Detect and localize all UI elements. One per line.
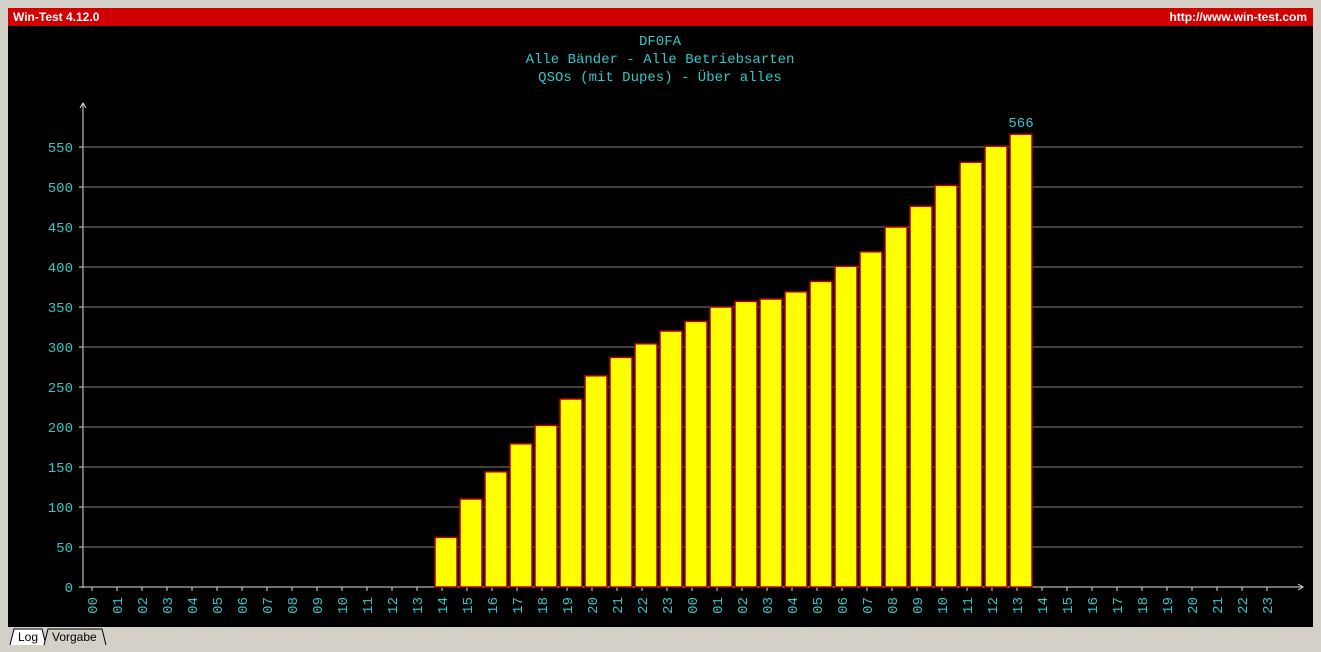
x-tick-label: 02 (736, 597, 752, 614)
x-tick-label: 12 (986, 597, 1002, 614)
bar (784, 291, 808, 588)
bar (959, 161, 983, 588)
bar (759, 298, 783, 588)
x-tick-label: 03 (161, 597, 177, 614)
x-tick-label: 23 (661, 597, 677, 614)
bar (834, 265, 858, 588)
x-tick-label: 14 (436, 597, 452, 614)
x-tick-label: 19 (561, 597, 577, 614)
chart-title: DF0FA (639, 34, 682, 50)
x-tick-label: 00 (686, 597, 702, 614)
title-bar (8, 8, 1313, 26)
x-tick-label: 15 (461, 597, 477, 614)
y-tick-label: 150 (48, 461, 73, 477)
x-tick-label: 18 (536, 597, 552, 614)
bar (884, 226, 908, 588)
y-tick-label: 550 (48, 141, 73, 157)
bar (734, 300, 758, 588)
x-tick-label: 16 (486, 597, 502, 614)
y-tick-label: 250 (48, 381, 73, 397)
x-tick-label: 21 (611, 597, 627, 614)
y-tick-label: 0 (65, 581, 73, 597)
x-tick-label: 19 (1161, 597, 1177, 614)
x-tick-label: 09 (311, 597, 327, 614)
x-tick-label: 13 (411, 597, 427, 614)
bar (459, 498, 483, 588)
bar (809, 280, 833, 588)
bar (709, 306, 733, 588)
x-tick-label: 06 (836, 597, 852, 614)
y-tick-label: 100 (48, 501, 73, 517)
y-tick-label: 50 (56, 541, 73, 557)
bar (509, 443, 533, 588)
bar (909, 205, 933, 588)
chart-subtitle: QSOs (mit Dupes) - Über alles (538, 68, 782, 86)
x-tick-label: 20 (1186, 597, 1202, 614)
x-tick-label: 09 (911, 597, 927, 614)
bar (559, 398, 583, 588)
value-label: 566 (1008, 116, 1033, 132)
axis-arrow (1297, 583, 1304, 591)
y-tick-label: 500 (48, 181, 73, 197)
tab-label[interactable]: Vorgabe (52, 630, 97, 644)
x-tick-label: 02 (136, 597, 152, 614)
bar (684, 320, 708, 588)
x-tick-label: 11 (961, 597, 977, 614)
bar (609, 356, 633, 588)
axis-arrow (79, 102, 87, 109)
x-tick-label: 10 (336, 597, 352, 614)
bar (534, 424, 558, 588)
y-tick-label: 400 (48, 261, 73, 277)
x-tick-label: 11 (361, 597, 377, 614)
tab-label[interactable]: Log (18, 630, 38, 644)
x-tick-label: 08 (886, 597, 902, 614)
x-tick-label: 21 (1211, 597, 1227, 614)
x-tick-label: 22 (636, 597, 652, 614)
x-tick-label: 16 (1086, 597, 1102, 614)
x-tick-label: 05 (811, 597, 827, 614)
x-tick-label: 10 (936, 597, 952, 614)
x-tick-label: 04 (786, 597, 802, 614)
x-tick-label: 17 (1111, 597, 1127, 614)
bar (484, 471, 508, 588)
bar (859, 251, 883, 588)
y-tick-label: 200 (48, 421, 73, 437)
x-tick-label: 20 (586, 597, 602, 614)
x-tick-label: 12 (386, 597, 402, 614)
x-tick-label: 03 (761, 597, 777, 614)
y-tick-label: 350 (48, 301, 73, 317)
window-title: Win-Test 4.12.0 (13, 10, 100, 24)
x-tick-label: 22 (1236, 597, 1252, 614)
bar (934, 184, 958, 588)
x-tick-label: 15 (1061, 597, 1077, 614)
x-tick-label: 08 (286, 597, 302, 614)
bar (634, 343, 658, 588)
x-tick-label: 18 (1136, 597, 1152, 614)
bar (1009, 133, 1033, 588)
chart-subtitle: Alle Bänder - Alle Betriebsarten (526, 52, 795, 68)
x-tick-label: 17 (511, 597, 527, 614)
x-tick-label: 23 (1261, 597, 1277, 614)
bar (434, 536, 458, 588)
bar (659, 330, 683, 588)
x-tick-label: 07 (261, 597, 277, 614)
tab[interactable] (43, 628, 107, 646)
x-tick-label: 04 (186, 597, 202, 614)
x-tick-label: 01 (111, 597, 127, 614)
bar (584, 375, 608, 588)
x-tick-label: 05 (211, 597, 227, 614)
x-tick-label: 00 (86, 597, 102, 614)
y-tick-label: 300 (48, 341, 73, 357)
tab[interactable] (9, 628, 47, 646)
y-tick-label: 450 (48, 221, 73, 237)
x-tick-label: 14 (1036, 597, 1052, 614)
x-tick-label: 13 (1011, 597, 1027, 614)
x-tick-label: 07 (861, 597, 877, 614)
window-url[interactable]: http://www.win-test.com (1169, 10, 1307, 24)
x-tick-label: 06 (236, 597, 252, 614)
bar (984, 145, 1008, 588)
x-tick-label: 01 (711, 597, 727, 614)
